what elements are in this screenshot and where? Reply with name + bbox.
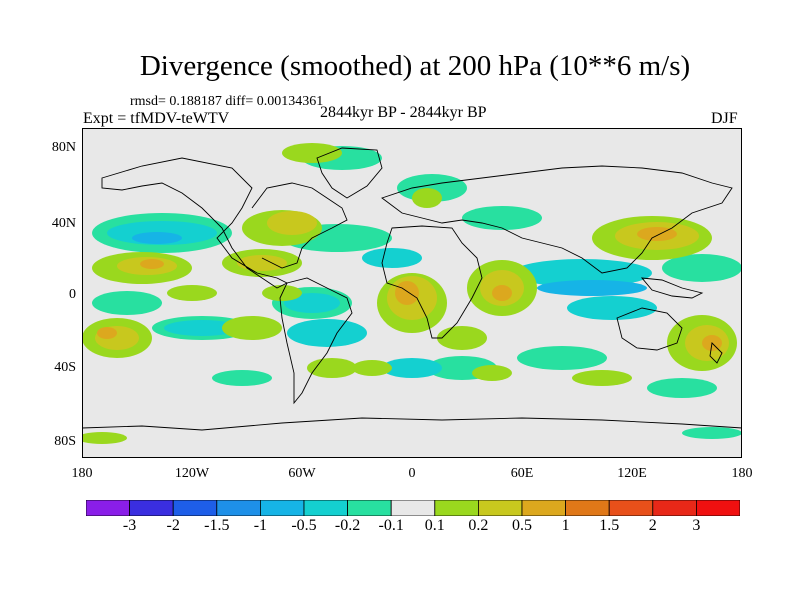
plot-title: Divergence (smoothed) at 200 hPa (10**6 … <box>139 50 691 82</box>
lon-label-180w: 180 <box>71 466 93 481</box>
lon-label-60w: 60W <box>288 466 316 481</box>
period-label: 2844kyr BP - 2844kyr BP <box>320 104 487 121</box>
stats-text: rmsd= 0.188187 diff= 0.00134361 <box>130 94 324 109</box>
colorbar-label: -1 <box>253 517 268 534</box>
colorbar-box <box>129 500 174 516</box>
colorbar-label: 1 <box>561 517 570 534</box>
lon-label-0: 0 <box>408 466 416 481</box>
colorbar-box <box>347 500 392 516</box>
divergence-map <box>82 128 742 458</box>
lat-label-40s: 40S <box>54 360 76 375</box>
colorbar-box <box>434 500 479 516</box>
colorbar-label: -2 <box>166 517 180 534</box>
colorbar-box <box>608 500 654 516</box>
colorbar-label: -1.5 <box>204 517 230 534</box>
colorbar-box <box>390 500 436 516</box>
lat-label-40n: 40N <box>51 216 76 231</box>
colorbar-box <box>696 500 740 516</box>
colorbar-label: 0.1 <box>424 517 445 534</box>
colorbar-box <box>172 500 218 516</box>
colorbar-box <box>303 500 348 516</box>
lon-label-60e: 60E <box>510 466 534 481</box>
colorbar-label: -0.2 <box>334 517 361 534</box>
colorbar-box <box>652 500 697 516</box>
experiment-label: Expt = tfMDV-teWTV <box>83 110 230 127</box>
colorbar-label: -3 <box>122 517 137 534</box>
colorbar-box <box>521 500 566 516</box>
colorbar-box <box>216 500 261 516</box>
lat-label-80n: 80N <box>51 140 76 155</box>
colorbar-box <box>259 500 305 516</box>
lat-label-80s: 80S <box>54 434 76 449</box>
colorbar-box <box>477 500 523 516</box>
lon-label-120w: 120W <box>174 466 210 481</box>
colorbar <box>86 500 740 516</box>
colorbar-label: 1.5 <box>599 517 620 534</box>
lat-label-eq: 0 <box>69 287 76 302</box>
colorbar-label: -0.1 <box>378 517 404 534</box>
coastlines <box>82 147 742 431</box>
colorbar-label: 3 <box>692 517 701 534</box>
lon-label-180e: 180 <box>731 466 753 481</box>
colorbar-label: 0.2 <box>468 517 489 534</box>
colorbar-label: 2 <box>648 517 657 534</box>
colorbar-box <box>86 500 130 516</box>
map-frame <box>82 128 742 458</box>
lon-label-120e: 120E <box>617 466 647 481</box>
colorbar-box <box>565 500 610 516</box>
colorbar-label: 0.5 <box>512 517 532 534</box>
colorbar-label: -0.5 <box>291 517 317 534</box>
season-label: DJF <box>711 110 738 127</box>
